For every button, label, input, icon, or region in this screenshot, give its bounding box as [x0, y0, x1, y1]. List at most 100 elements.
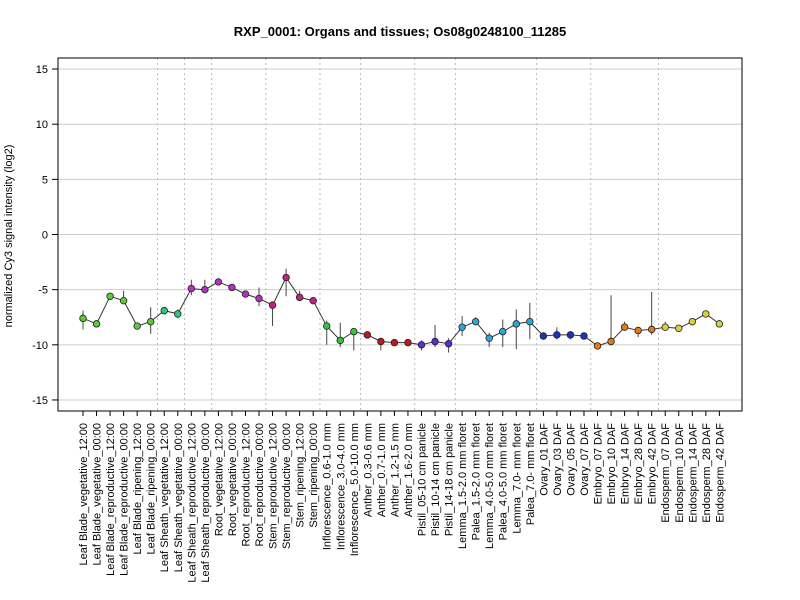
data-point [133, 322, 141, 330]
x-tick-label: Leaf Blade_ripening_12:00 [132, 423, 144, 555]
x-tick-label: Lemma_7.0- mm floret [511, 423, 523, 534]
y-axis-label: normalized Cy3 signal intensity (log2) [3, 145, 15, 328]
data-point [201, 285, 209, 294]
x-tick-label: Stem_reproductive_12:00 [268, 423, 280, 549]
data-point [675, 324, 683, 332]
y-tick-label: -15 [32, 395, 48, 407]
data-point [119, 296, 128, 305]
x-tick-label: Leaf Sheath_vegetative_00:00 [173, 423, 185, 572]
x-tick-label: Palea_4.0-5.0 mm floret [498, 423, 510, 540]
x-tick-label: Embryo_14 DAF [620, 423, 632, 505]
data-point [634, 326, 642, 335]
x-tick-label: Leaf Blade_vegetative_00:00 [92, 423, 104, 566]
data-point [512, 320, 520, 328]
data-point [539, 332, 548, 340]
x-tick-label: Inflorescence_3.0-4.0 mm [335, 423, 347, 550]
x-tick-label: Anther_1.6-2.0 mm [403, 423, 415, 517]
data-point [661, 323, 669, 331]
data-point [336, 336, 344, 345]
y-tick-label: -5 [38, 285, 48, 297]
x-tick-label: Endosperm_14 DAF [687, 423, 699, 523]
data-point [106, 292, 114, 300]
data-point [92, 320, 101, 328]
group-separators [156, 58, 659, 411]
data-point [607, 337, 615, 346]
data-point [458, 323, 466, 331]
data-point [499, 327, 507, 336]
data-point [593, 342, 602, 350]
data-point [241, 290, 250, 298]
x-tick-label: Lemma_4.0-5.0 mm floret [484, 423, 496, 549]
data-point [268, 301, 277, 309]
data-point [228, 283, 236, 292]
x-tick-label: Embryo_10 DAF [606, 423, 618, 505]
data-point [146, 317, 155, 326]
data-point [417, 341, 426, 349]
x-tick-label: Stem_reproductive_00:00 [281, 423, 293, 549]
chart-title: RXP_0001: Organs and tissues; Os08g02481… [234, 24, 566, 39]
x-tick-label: Ovary_03 DAF [552, 423, 564, 496]
x-tick-label: Embryo_28 DAF [633, 423, 645, 505]
x-tick-label: Endosperm_42 DAF [714, 423, 726, 523]
data-point [620, 323, 629, 331]
y-axis: 15 10 5 0 -5 -10 -15 [32, 64, 58, 407]
data-point [404, 338, 412, 347]
data-point [377, 337, 385, 346]
data-point [79, 314, 87, 323]
x-tick-label: Stem_ripening_12:00 [295, 423, 307, 528]
x-tick-label: Leaf Blade_reproductive_00:00 [119, 423, 131, 576]
data-point [580, 332, 588, 340]
y-tick-label: 0 [42, 230, 48, 242]
x-tick-label: Palea_1.5-2.0 mm floret [471, 423, 483, 540]
x-tick-label: Inflorescence_5.0-10.0 mm [349, 423, 361, 556]
data-point [702, 310, 710, 318]
x-tick-label: Root_reproductive_12:00 [241, 423, 253, 547]
grid-lines [58, 68, 742, 401]
data-point [187, 284, 196, 293]
y-tick-label: 10 [36, 119, 48, 131]
data-point [647, 325, 656, 334]
data-point [526, 317, 534, 326]
x-tick-label: Leaf Blade_vegetative_12:00 [78, 423, 90, 566]
x-tick-label: Pistil_10-14 cm panicle [430, 423, 442, 536]
data-point [471, 317, 480, 326]
data-point [309, 296, 317, 305]
x-tick-label: Root_vegetative_00:00 [227, 423, 239, 536]
x-tick-label: Endosperm_10 DAF [674, 423, 686, 523]
y-tick-label: 15 [36, 64, 48, 76]
data-point [715, 320, 724, 328]
x-tick-label: Endosperm_28 DAF [701, 423, 713, 523]
x-tick-label: Leaf Blade_ripening_00:00 [146, 423, 158, 555]
data-point [350, 327, 358, 336]
x-tick-label: Anther_0.3-0.6 mm [362, 423, 374, 517]
x-tick-label: Ovary_01 DAF [538, 423, 550, 496]
x-tick-label: Ovary_05 DAF [565, 423, 577, 496]
x-tick-label: Ovary_07 DAF [579, 423, 591, 496]
data-point [323, 322, 331, 330]
data-point [160, 306, 168, 315]
data-point [444, 340, 453, 348]
data-point [363, 331, 372, 339]
x-tick-label: Pistil_14-18 cm panicle [444, 423, 456, 536]
data-points [79, 273, 724, 350]
data-point [390, 338, 399, 347]
y-tick-label: -10 [32, 340, 48, 352]
x-tick-label: Stem_ripening_00:00 [308, 423, 320, 528]
x-tick-label: Pistil_05-10 cm panicle [417, 423, 429, 536]
x-tick-label: Leaf Sheath_reproductive_00:00 [200, 423, 212, 583]
x-tick-label: Palea_7.0- mm floret [525, 423, 537, 525]
x-tick-label: Leaf Sheath_vegetative_12:00 [159, 423, 171, 572]
data-point [688, 317, 696, 326]
data-point [174, 310, 182, 318]
data-point [553, 331, 561, 339]
data-point [566, 331, 575, 339]
y-tick-label: 5 [42, 174, 48, 186]
x-tick-label: Root_vegetative_12:00 [213, 423, 225, 536]
x-tick-label: Root_reproductive_00:00 [254, 423, 266, 547]
data-point [255, 294, 263, 303]
x-tick-label: Anther_1.2-1.5 mm [389, 423, 401, 517]
x-tick-label: Anther_0.7-1.0 mm [376, 423, 388, 517]
x-tick-label: Leaf Sheath_reproductive_12:00 [186, 423, 198, 583]
x-tick-label: Embryo_42 DAF [647, 423, 659, 505]
